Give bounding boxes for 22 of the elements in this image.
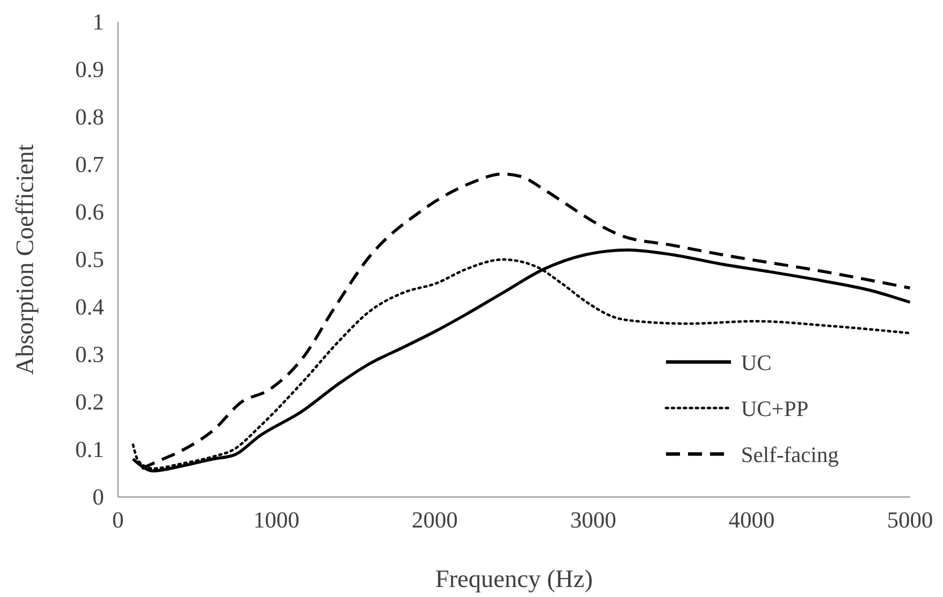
y-tick-label: 0.2 (75, 389, 104, 414)
x-axis-title: Frequency (Hz) (435, 566, 593, 593)
x-tick-label: 5000 (887, 507, 933, 532)
y-tick-label: 0.5 (75, 246, 104, 272)
legend-label: UC (741, 350, 772, 375)
y-tick-label: 0.3 (75, 342, 104, 367)
y-tick-label: 0.7 (75, 152, 104, 177)
y-tick-label: 0 (92, 484, 104, 510)
x-tick-label: 4000 (728, 507, 775, 532)
legend-label: UC+PP (741, 396, 808, 421)
y-tick-label: 0.8 (75, 104, 104, 130)
y-tick-label: 0.9 (75, 56, 104, 82)
y-tick-label: 0.6 (75, 199, 104, 224)
x-tick-label: 0 (112, 507, 124, 532)
y-tick-label: 1 (92, 9, 104, 34)
y-tick-label: 0.1 (75, 436, 104, 462)
legend-label: Self-facing (741, 442, 839, 467)
y-tick-label: 0.4 (75, 294, 104, 320)
x-tick-label: 3000 (570, 507, 616, 532)
x-tick-label: 2000 (412, 507, 458, 532)
y-axis-title: Absorption Coefficient (12, 144, 39, 375)
x-tick-label: 1000 (253, 507, 300, 532)
